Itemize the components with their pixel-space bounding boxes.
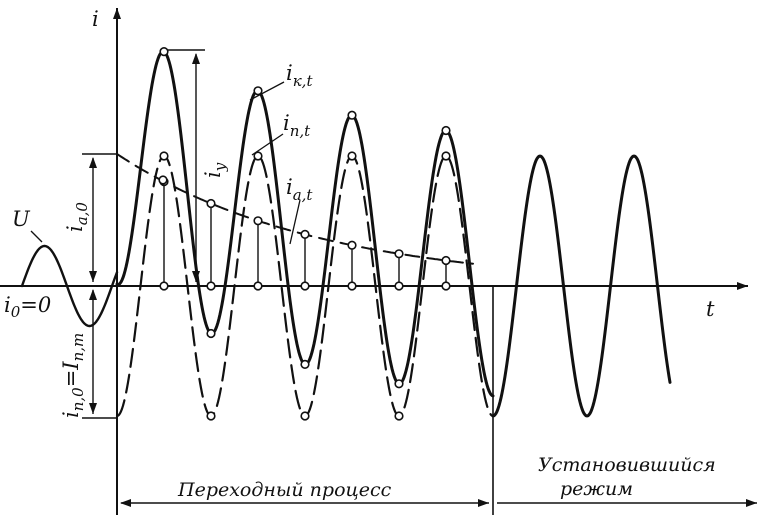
y-axis-label: i [92, 7, 99, 31]
x-axis-label: t [706, 297, 715, 321]
ikt-leader-line [249, 81, 285, 101]
periodic-point-marker [253, 151, 263, 161]
axis-point-marker [347, 281, 357, 291]
aperiodic-point-marker [347, 240, 357, 250]
sample-point-markers [158, 46, 451, 421]
total-point-marker [300, 359, 310, 370]
total-point-marker [159, 46, 169, 57]
steady-state-current-curve [491, 154, 672, 418]
ia0-label: ia,0 [63, 202, 91, 232]
iy-label: iy [201, 162, 229, 178]
voltage-leader-line [30, 230, 43, 243]
total-point-marker [253, 86, 263, 96]
total-point-marker [441, 125, 451, 136]
transient-caption: Переходный процесс [177, 479, 392, 501]
steady-caption-line2: режим [560, 478, 633, 500]
axis-point-marker [300, 281, 310, 291]
periodic-point-marker [347, 151, 357, 161]
periodic-point-marker [300, 411, 310, 421]
aperiodic-point-marker [253, 216, 263, 226]
iat-leader-line [289, 199, 301, 245]
aperiodic-point-marker [300, 229, 310, 239]
steady-caption-line1: Установившийся [538, 454, 716, 476]
ikt-label: iк,t [286, 61, 313, 90]
iat-label: ia,t [286, 175, 313, 204]
axis-point-marker [394, 281, 404, 291]
total-point-marker [206, 328, 216, 339]
aperiodic-point-marker [206, 198, 216, 209]
int-label: in,t [283, 111, 311, 140]
aperiodic-point-marker [394, 249, 404, 259]
i0-label: i0=0 [4, 293, 51, 321]
axis-point-marker [441, 281, 451, 291]
aperiodic-current-curve [116, 153, 474, 265]
axis-point-marker [206, 281, 216, 291]
periodic-point-marker [394, 411, 404, 421]
periodic-point-marker [206, 411, 216, 421]
periodic-point-marker [159, 151, 169, 161]
voltage-label: U [12, 207, 31, 231]
sample-vertical-lines [163, 181, 447, 286]
voltage-curve [20, 244, 119, 328]
periodic-point-marker [441, 151, 451, 161]
total-current-curve [115, 49, 495, 398]
axis-point-marker [253, 281, 263, 291]
total-point-marker [394, 379, 404, 389]
in0-label: in,0=In,m [59, 333, 87, 418]
axis-point-marker [159, 281, 169, 291]
iy-peak-marker [158, 175, 168, 185]
total-point-marker [347, 110, 357, 120]
aperiodic-point-marker [441, 255, 451, 266]
int-leader-line [251, 133, 284, 156]
